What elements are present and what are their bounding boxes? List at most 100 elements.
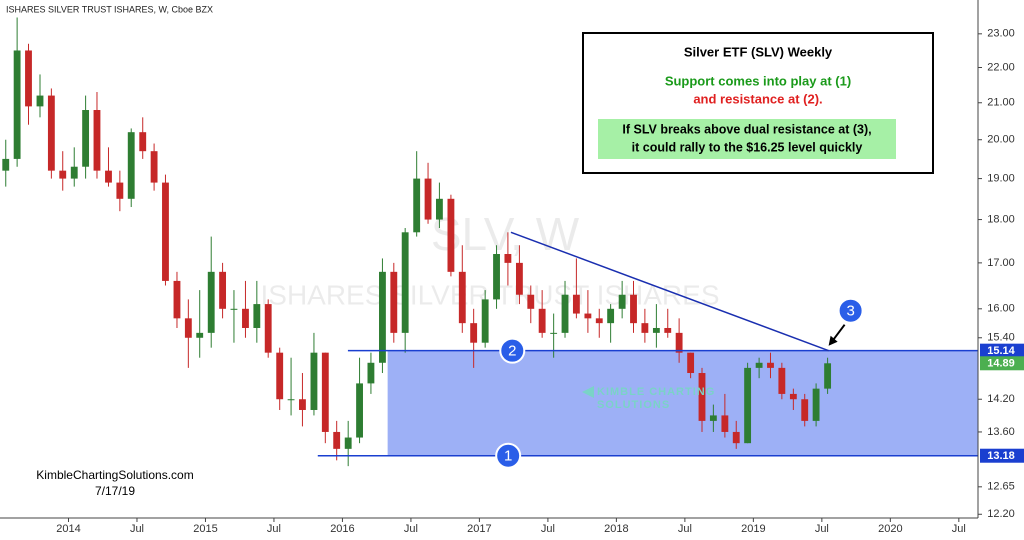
candle-body xyxy=(196,332,204,338)
candle-body xyxy=(344,437,352,449)
candle-body xyxy=(812,388,820,421)
candle-body xyxy=(333,431,341,449)
candle-body xyxy=(219,271,227,309)
candle-body xyxy=(641,323,649,333)
candle-body xyxy=(379,271,386,363)
candle-body xyxy=(184,318,192,338)
y-tick-label: 19.00 xyxy=(987,172,1015,184)
logo-text: SOLUTIONS xyxy=(597,399,670,411)
price-tag xyxy=(980,356,1024,371)
candle-body xyxy=(150,151,158,183)
price-tag-label: 14.89 xyxy=(987,358,1015,370)
y-tick-label: 18.00 xyxy=(987,213,1015,225)
x-tick-label: 2016 xyxy=(330,523,354,535)
candle-body xyxy=(424,178,432,220)
candle-body xyxy=(264,304,272,353)
candle-body xyxy=(13,50,21,159)
candle-body xyxy=(82,110,90,167)
y-tick-label: 23.00 xyxy=(987,28,1015,40)
arrow-head xyxy=(828,335,838,346)
candle-body xyxy=(401,232,409,333)
candle-body xyxy=(561,294,569,333)
annotation-box: Silver ETF (SLV) Weekly Support comes in… xyxy=(582,32,934,174)
marker-label: 2 xyxy=(508,343,516,360)
candle-body xyxy=(698,373,706,421)
x-tick-label: Jul xyxy=(404,523,418,535)
candle-body xyxy=(630,294,637,324)
marker xyxy=(837,297,864,324)
candle-body xyxy=(664,327,672,333)
candle-body xyxy=(755,362,763,368)
annotation-support: Support comes into play at (1) xyxy=(665,73,851,88)
candle-body xyxy=(70,166,78,179)
candle-body xyxy=(413,178,421,233)
x-tick-label: Jul xyxy=(267,523,281,535)
x-tick-label: Jul xyxy=(130,523,144,535)
candle-body xyxy=(207,271,215,333)
support-zone xyxy=(387,350,978,456)
annotation-breakout: it could rally to the $16.25 level quick… xyxy=(632,140,863,154)
candle-body xyxy=(59,170,67,179)
price-tag xyxy=(980,343,1024,358)
candle-body xyxy=(550,332,558,334)
annotation-title: Silver ETF (SLV) Weekly xyxy=(684,44,833,59)
candle-body xyxy=(515,262,523,295)
candle-body xyxy=(242,308,249,328)
candle-body xyxy=(253,304,261,328)
x-tick-label: Jul xyxy=(815,523,829,535)
candle-body xyxy=(47,95,55,171)
candle-body xyxy=(767,362,774,368)
candle-body xyxy=(93,110,101,171)
candle-body xyxy=(789,393,797,400)
x-tick-label: Jul xyxy=(541,523,555,535)
candle-body xyxy=(493,254,500,300)
annotation-resistance: and resistance at (2). xyxy=(693,91,822,106)
x-tick-label: Jul xyxy=(678,523,692,535)
candle-body xyxy=(801,399,809,421)
logo-icon xyxy=(582,386,594,398)
marker-label: 1 xyxy=(504,448,512,465)
arrow xyxy=(831,324,846,342)
candle-body xyxy=(675,332,683,353)
marker xyxy=(495,442,522,469)
price-tag xyxy=(980,448,1024,463)
y-tick-label: 21.00 xyxy=(987,97,1015,109)
annotation-breakout: If SLV breaks above dual resistance at (… xyxy=(622,122,871,136)
candle-body xyxy=(356,383,363,438)
y-tick-label: 22.00 xyxy=(987,61,1015,73)
candle-body xyxy=(458,271,466,324)
candle-body xyxy=(652,327,660,333)
price-tag-label: 13.18 xyxy=(987,450,1015,462)
marker-label: 3 xyxy=(846,303,854,320)
x-tick-label: Jul xyxy=(952,523,966,535)
candle-body xyxy=(299,399,306,410)
candle-body xyxy=(447,198,455,272)
x-tick-label: 2015 xyxy=(193,523,217,535)
candle-body xyxy=(390,271,398,333)
marker xyxy=(499,337,526,364)
candle-body xyxy=(687,352,695,374)
logo: KIMBLE CHARTING SOLUTIONS xyxy=(582,386,714,411)
candle-body xyxy=(173,280,181,319)
footer-site: KimbleChartingSolutions.com xyxy=(36,468,193,482)
candle-body xyxy=(481,299,489,343)
candle-body xyxy=(435,198,443,220)
candle-body xyxy=(139,132,147,152)
candle-body xyxy=(538,308,546,333)
y-tick-label: 16.00 xyxy=(987,303,1015,315)
candle-body xyxy=(732,431,740,444)
watermark-name: ISHARES SILVER TRUST ISHARES xyxy=(260,279,719,310)
y-tick-label: 20.00 xyxy=(987,134,1015,146)
y-tick-label: 12.65 xyxy=(987,481,1015,493)
candle-body xyxy=(607,308,615,324)
candle-body xyxy=(276,352,284,400)
y-tick-label: 13.60 xyxy=(987,426,1015,438)
watermark-symbol: SLV, W xyxy=(431,208,580,260)
x-tick-label: 2014 xyxy=(56,523,80,535)
candle-body xyxy=(162,182,169,281)
candle-body xyxy=(504,254,512,263)
candle-body xyxy=(25,50,32,107)
y-tick-label: 15.40 xyxy=(987,332,1015,344)
candle-body xyxy=(572,294,580,314)
